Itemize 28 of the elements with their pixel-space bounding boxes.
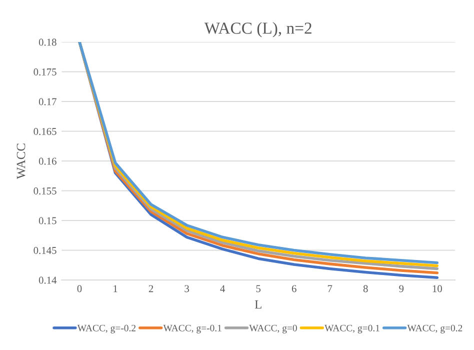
y-tick-label: 0.165 xyxy=(34,128,56,136)
y-tick-label: 0.145 xyxy=(34,246,56,254)
y-axis-title: WACC xyxy=(16,144,26,180)
legend-label: WACC, g=-0.2 xyxy=(77,324,136,334)
y-tick-label: 0.18 xyxy=(38,38,56,46)
x-tick-label: 7 xyxy=(328,285,332,292)
x-tick-label: 1 xyxy=(114,285,118,292)
y-tick-label: 0.155 xyxy=(34,187,56,195)
x-tick-label: 2 xyxy=(148,285,154,292)
y-tick-label: 0.175 xyxy=(34,68,56,76)
legend-label: WACC, g=0 xyxy=(249,324,297,334)
legend-label: WACC, g=-0.1 xyxy=(163,324,222,334)
legend-label: WACC, g=0.1 xyxy=(324,324,380,334)
y-tick-label: 0.17 xyxy=(38,98,56,106)
y-tick-label: 0.14 xyxy=(38,276,57,284)
y-tick-label: 0.15 xyxy=(38,217,56,224)
chart-title: WACC (L), n=2 xyxy=(204,22,312,38)
y-tick-label: 0.16 xyxy=(38,158,56,165)
x-tick-label: 4 xyxy=(220,285,226,292)
x-tick-label: 9 xyxy=(399,285,404,292)
x-tick-label: 6 xyxy=(292,285,296,292)
x-tick-label: 8 xyxy=(363,285,368,292)
x-tick-label: 10 xyxy=(432,285,442,292)
x-tick-label: 5 xyxy=(256,285,261,292)
x-axis-title: L xyxy=(254,300,262,309)
legend-label: WACC, g=0.2 xyxy=(407,324,462,334)
x-tick-label: 0 xyxy=(77,285,82,292)
x-tick-label: 3 xyxy=(184,285,189,292)
